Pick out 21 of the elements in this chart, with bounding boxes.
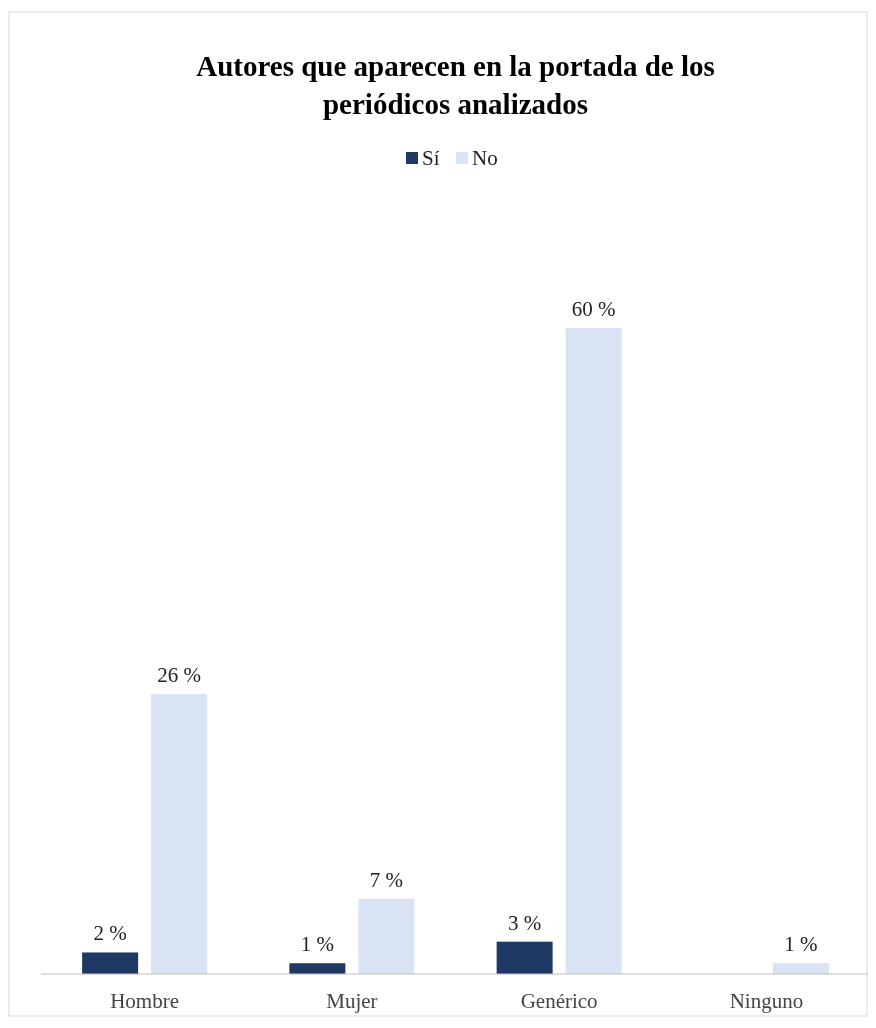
data-label: 1 % xyxy=(784,932,818,957)
x-tick-label: Mujer xyxy=(326,989,378,1013)
data-label: 26 % xyxy=(157,663,201,688)
data-label: 1 % xyxy=(300,932,334,957)
bar xyxy=(496,941,553,974)
bar xyxy=(772,963,829,974)
bar xyxy=(565,328,622,974)
data-label: 2 % xyxy=(93,921,127,946)
legend-label: Sí xyxy=(422,146,440,170)
legend-label: No xyxy=(472,146,498,170)
x-tick-label: Hombre xyxy=(110,989,180,1013)
bar xyxy=(82,952,139,974)
data-label: 3 % xyxy=(508,910,542,935)
data-label: 7 % xyxy=(369,867,403,892)
chart-title: Autores que aparecen en la portada de los periódicos analizados xyxy=(196,50,715,120)
data-label: 60 % xyxy=(571,297,616,321)
x-tick-label: Genérico xyxy=(520,989,598,1013)
x-tick-label: Ninguno xyxy=(729,989,804,1013)
bar xyxy=(289,963,346,974)
bar xyxy=(151,694,208,974)
bar xyxy=(358,898,415,974)
